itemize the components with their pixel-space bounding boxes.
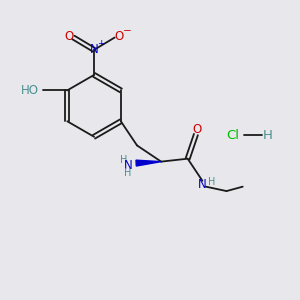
Polygon shape [136, 160, 161, 166]
Text: HO: HO [21, 84, 39, 97]
Text: N: N [90, 44, 98, 56]
Text: O: O [64, 29, 74, 43]
Text: H: H [124, 168, 132, 178]
Text: H: H [120, 154, 127, 165]
Text: Cl: Cl [226, 129, 239, 142]
Text: O: O [115, 29, 124, 43]
Text: O: O [192, 123, 201, 136]
Text: H: H [208, 177, 215, 187]
Text: +: + [97, 39, 104, 48]
Text: N: N [198, 178, 207, 191]
Text: H: H [263, 129, 273, 142]
Text: −: − [123, 26, 131, 36]
Text: N: N [124, 159, 132, 172]
